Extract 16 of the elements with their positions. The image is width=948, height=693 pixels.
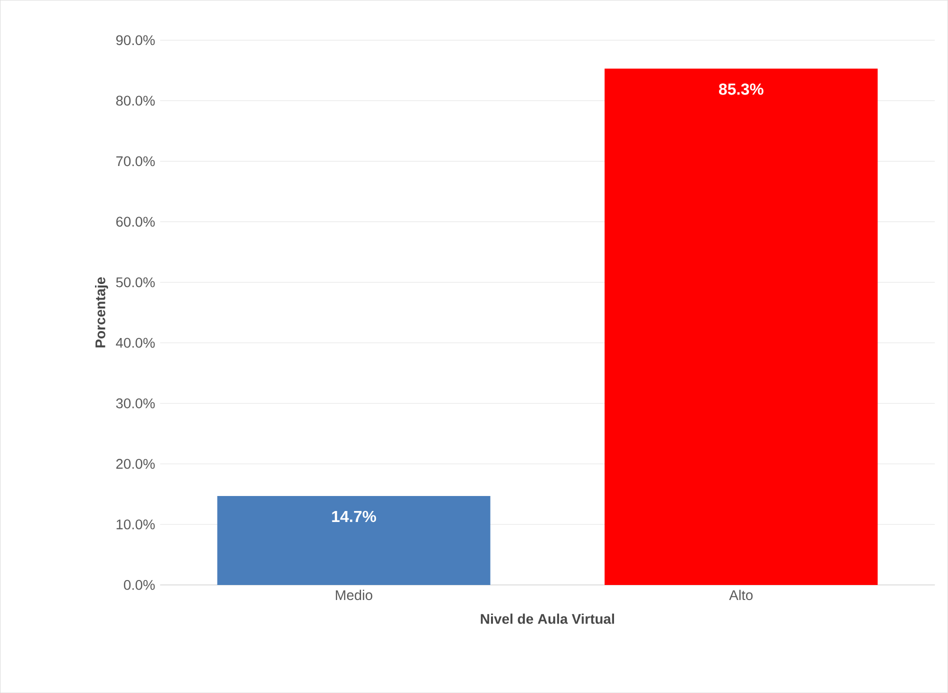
y-tick-label: 20.0% xyxy=(116,458,155,469)
y-tick-label: 0.0% xyxy=(124,580,155,590)
y-tick-label: 10.0% xyxy=(116,519,155,530)
x-axis-title: Nivel de Aula Virtual xyxy=(480,614,614,624)
y-tick-label: 50.0% xyxy=(116,277,155,288)
y-tick-label: 90.0% xyxy=(116,35,155,46)
y-axis-title: Porcentaje xyxy=(95,277,108,348)
y-tick-label: 30.0% xyxy=(116,398,155,408)
x-tick-label: Alto xyxy=(729,590,753,600)
y-tick-label: 80.0% xyxy=(116,96,155,106)
y-tick-label: 60.0% xyxy=(116,216,155,227)
y-tick-label: 70.0% xyxy=(116,156,155,166)
data-label: 85.3% xyxy=(718,83,764,95)
x-tick-label: Medio xyxy=(336,590,372,600)
y-tick-label: 40.0% xyxy=(116,338,155,348)
data-label: 14.7% xyxy=(332,510,376,522)
